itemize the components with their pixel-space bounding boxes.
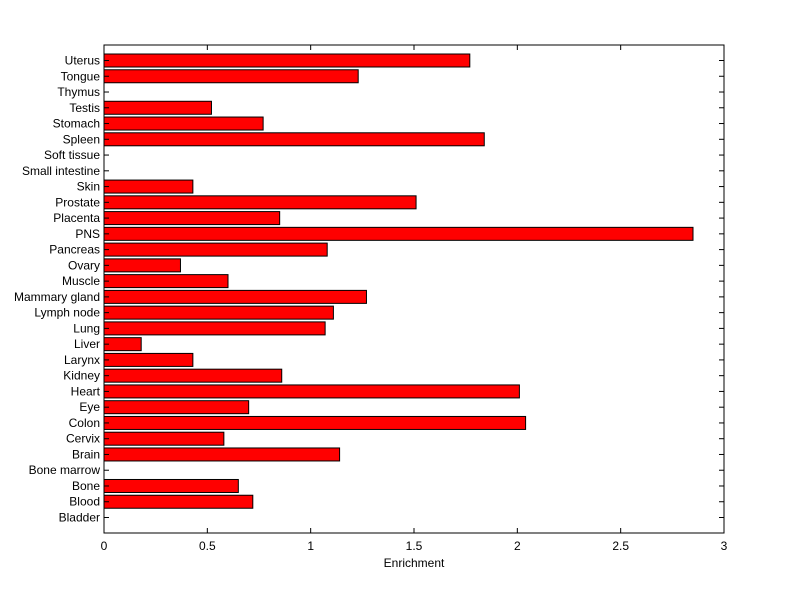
bar-placenta — [103, 211, 281, 226]
bar-ovary — [103, 258, 181, 273]
y-tick-label: Liver — [74, 337, 100, 351]
bar-tongue — [103, 69, 359, 84]
y-tick-label: Mammary gland — [14, 290, 100, 304]
y-tick-label: Lymph node — [34, 306, 100, 320]
x-tick-label: 1.5 — [406, 539, 423, 553]
bar-stomach — [103, 116, 264, 131]
y-tick-label: Larynx — [64, 353, 100, 367]
bar-blood — [103, 494, 254, 509]
y-tick-label: Tongue — [61, 69, 101, 83]
x-tick-label: 3 — [721, 539, 728, 553]
y-tick-label: Stomach — [53, 117, 100, 131]
bar-testis — [103, 100, 212, 115]
bar-brain — [103, 447, 341, 462]
bar-lymph-node — [103, 305, 334, 320]
bar-colon — [103, 415, 527, 430]
bar-heart — [103, 384, 520, 399]
y-tick-label: Bone marrow — [29, 463, 101, 477]
bar-pancreas — [103, 242, 328, 257]
x-tick-label: 0.5 — [199, 539, 216, 553]
bar-cervix — [103, 431, 225, 446]
y-tick-label: Ovary — [68, 258, 100, 272]
y-tick-label: Heart — [71, 384, 101, 398]
bar-eye — [103, 400, 250, 415]
y-tick-label: Pancreas — [49, 243, 100, 257]
bar-mammary-gland — [103, 289, 367, 304]
y-tick-label: Skin — [77, 180, 100, 194]
y-tick-label: Brain — [72, 447, 100, 461]
bar-kidney — [103, 368, 283, 383]
y-tick-label: Lung — [73, 321, 100, 335]
bar-prostate — [103, 195, 417, 210]
bar-uterus — [103, 53, 471, 68]
y-tick-label: Prostate — [55, 195, 100, 209]
x-tick-label: 2.5 — [612, 539, 629, 553]
x-axis-ticks: 0 0.5 1 1.5 2 2.5 3 — [101, 45, 728, 553]
bar-bone — [103, 478, 239, 493]
y-tick-label: Spleen — [63, 132, 100, 146]
y-tick-label: Blood — [69, 495, 100, 509]
x-tick-label: 0 — [101, 539, 108, 553]
y-tick-label: PNS — [75, 227, 100, 241]
y-tick-label: Cervix — [66, 432, 100, 446]
y-tick-label: Muscle — [62, 274, 100, 288]
y-tick-label: Uterus — [65, 54, 100, 68]
bar-muscle — [103, 274, 229, 289]
bar-pns — [103, 226, 694, 241]
bar-lung — [103, 321, 326, 336]
y-tick-label: Bone — [72, 479, 100, 493]
bar-larynx — [103, 352, 194, 367]
y-tick-label: Eye — [79, 400, 100, 414]
y-tick-label: Small intestine — [22, 164, 100, 178]
x-tick-label: 2 — [514, 539, 521, 553]
y-tick-label: Soft tissue — [44, 148, 100, 162]
bar-liver — [103, 337, 142, 352]
y-tick-label: Thymus — [57, 85, 100, 99]
y-tick-label: Colon — [69, 416, 100, 430]
bars — [103, 53, 694, 509]
x-tick-label: 1 — [307, 539, 314, 553]
y-tick-label: Placenta — [53, 211, 100, 225]
bar-spleen — [103, 132, 485, 147]
x-axis-label: Enrichment — [384, 556, 445, 570]
y-tick-label: Bladder — [59, 511, 100, 525]
y-tick-label: Kidney — [63, 369, 100, 383]
bar-skin — [103, 179, 194, 194]
y-tick-label: Testis — [69, 101, 100, 115]
